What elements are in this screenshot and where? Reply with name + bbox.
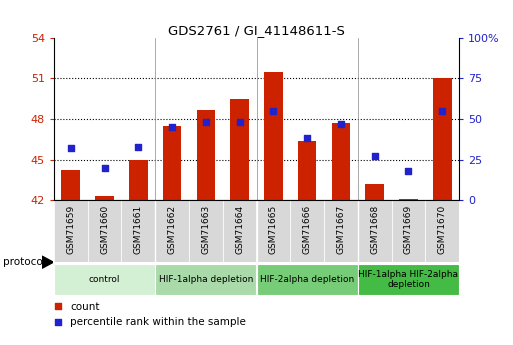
Text: count: count (70, 302, 100, 312)
Text: GSM71670: GSM71670 (438, 205, 447, 254)
Text: GSM71662: GSM71662 (168, 205, 176, 254)
Bar (256, 264, 358, 295)
Text: GSM71659: GSM71659 (66, 205, 75, 254)
Bar (399, 199, 418, 200)
Text: HIF-1alpha HIF-2alpha
depletion: HIF-1alpha HIF-2alpha depletion (359, 270, 459, 289)
Point (404, 168, 412, 174)
Bar (122, 200, 155, 262)
Text: HIF-1alpha depletion: HIF-1alpha depletion (159, 275, 253, 284)
Point (289, 112, 298, 117)
Bar (358, 200, 391, 262)
Text: GSM71665: GSM71665 (269, 205, 278, 254)
Text: GSM71668: GSM71668 (370, 205, 379, 254)
Text: GSM71663: GSM71663 (201, 205, 210, 254)
Bar (331, 123, 350, 200)
Bar (54, 264, 155, 295)
Bar (95, 196, 114, 200)
Text: GSM71661: GSM71661 (134, 205, 143, 254)
Text: protocol: protocol (3, 257, 45, 267)
Bar (425, 200, 459, 262)
Text: GSM71660: GSM71660 (100, 205, 109, 254)
Bar (129, 159, 148, 200)
Text: percentile rank within the sample: percentile rank within the sample (70, 317, 246, 327)
Bar (54, 200, 88, 262)
Bar (62, 170, 80, 200)
Bar (264, 72, 283, 200)
Point (134, 144, 143, 149)
Bar (155, 200, 189, 262)
Bar (230, 99, 249, 200)
Point (303, 136, 311, 141)
Point (269, 108, 278, 114)
Bar (365, 184, 384, 200)
Bar (223, 200, 256, 262)
Polygon shape (42, 256, 53, 268)
Point (370, 154, 379, 159)
Bar (391, 200, 425, 262)
Point (337, 121, 345, 127)
Title: GDS2761 / GI_41148611-S: GDS2761 / GI_41148611-S (168, 24, 345, 37)
Bar (155, 264, 256, 295)
Point (101, 165, 109, 170)
Point (438, 108, 446, 114)
Bar (163, 126, 182, 200)
Bar (88, 200, 122, 262)
Bar (256, 200, 290, 262)
Point (67, 146, 75, 151)
Bar (324, 200, 358, 262)
Bar (433, 78, 451, 200)
Bar (189, 200, 223, 262)
Text: GSM71666: GSM71666 (303, 205, 312, 254)
Text: GSM71669: GSM71669 (404, 205, 413, 254)
Point (289, 253, 298, 258)
Text: control: control (89, 275, 120, 284)
Bar (290, 200, 324, 262)
Text: GSM71664: GSM71664 (235, 205, 244, 254)
Text: GSM71667: GSM71667 (337, 205, 345, 254)
Point (202, 119, 210, 125)
Point (235, 119, 244, 125)
Text: HIF-2alpha depletion: HIF-2alpha depletion (260, 275, 354, 284)
Bar (358, 264, 459, 295)
Bar (196, 110, 215, 200)
Bar (298, 141, 317, 200)
Point (168, 125, 176, 130)
